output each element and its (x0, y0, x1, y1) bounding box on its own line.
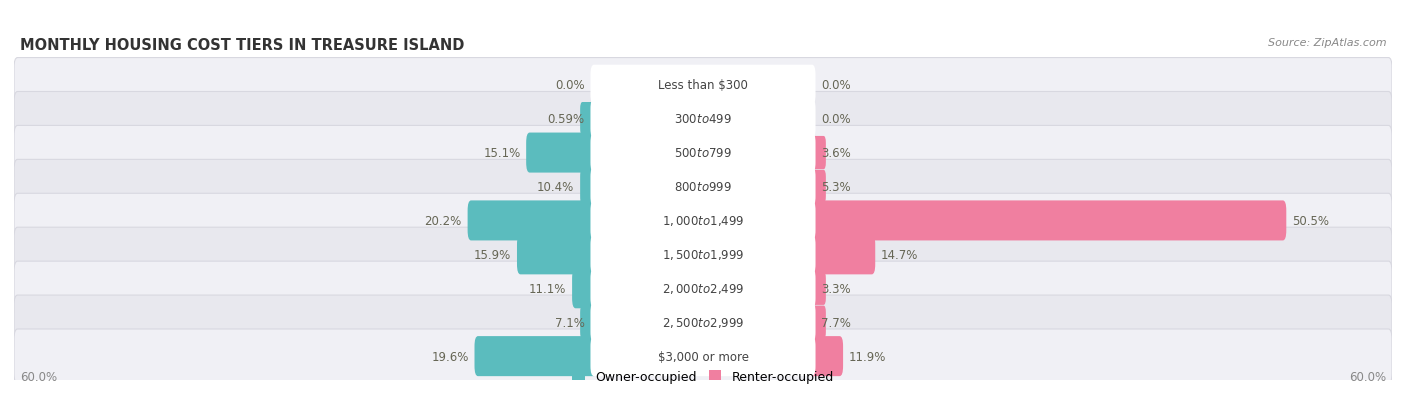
Text: $1,000 to $1,499: $1,000 to $1,499 (662, 214, 744, 228)
FancyBboxPatch shape (591, 100, 815, 139)
Text: 0.59%: 0.59% (547, 113, 585, 126)
Text: 3.3%: 3.3% (821, 282, 851, 295)
Text: 11.1%: 11.1% (529, 282, 567, 295)
FancyBboxPatch shape (810, 137, 825, 170)
Text: $500 to $799: $500 to $799 (673, 147, 733, 160)
Text: 20.2%: 20.2% (425, 214, 461, 228)
FancyBboxPatch shape (14, 329, 1392, 383)
Text: $800 to $999: $800 to $999 (673, 180, 733, 194)
FancyBboxPatch shape (581, 167, 598, 207)
Text: 15.1%: 15.1% (484, 147, 520, 160)
Text: 7.1%: 7.1% (555, 316, 585, 329)
Text: 60.0%: 60.0% (20, 370, 56, 383)
Text: $2,500 to $2,999: $2,500 to $2,999 (662, 316, 744, 330)
FancyBboxPatch shape (517, 235, 598, 275)
Text: 0.0%: 0.0% (821, 113, 851, 126)
FancyBboxPatch shape (808, 336, 844, 376)
Text: 0.0%: 0.0% (821, 79, 851, 92)
Text: 10.4%: 10.4% (537, 180, 575, 194)
FancyBboxPatch shape (572, 268, 598, 309)
FancyBboxPatch shape (591, 336, 815, 376)
FancyBboxPatch shape (14, 228, 1392, 282)
Text: $300 to $499: $300 to $499 (673, 113, 733, 126)
FancyBboxPatch shape (14, 92, 1392, 147)
FancyBboxPatch shape (810, 272, 825, 305)
FancyBboxPatch shape (14, 126, 1392, 180)
FancyBboxPatch shape (808, 201, 1286, 241)
FancyBboxPatch shape (14, 58, 1392, 113)
FancyBboxPatch shape (526, 133, 598, 173)
Text: 5.3%: 5.3% (821, 180, 851, 194)
FancyBboxPatch shape (810, 306, 825, 339)
FancyBboxPatch shape (591, 302, 815, 342)
Text: Less than $300: Less than $300 (658, 79, 748, 92)
FancyBboxPatch shape (591, 167, 815, 207)
FancyBboxPatch shape (810, 171, 825, 204)
Text: $3,000 or more: $3,000 or more (658, 350, 748, 363)
Text: 7.7%: 7.7% (821, 316, 851, 329)
Text: 50.5%: 50.5% (1292, 214, 1329, 228)
Text: 11.9%: 11.9% (849, 350, 886, 363)
FancyBboxPatch shape (14, 261, 1392, 316)
Text: Source: ZipAtlas.com: Source: ZipAtlas.com (1268, 38, 1386, 47)
FancyBboxPatch shape (591, 235, 815, 275)
FancyBboxPatch shape (474, 336, 598, 376)
Text: 15.9%: 15.9% (474, 248, 512, 261)
FancyBboxPatch shape (14, 194, 1392, 248)
Text: MONTHLY HOUSING COST TIERS IN TREASURE ISLAND: MONTHLY HOUSING COST TIERS IN TREASURE I… (20, 38, 464, 52)
FancyBboxPatch shape (14, 160, 1392, 214)
FancyBboxPatch shape (591, 268, 815, 309)
Text: 60.0%: 60.0% (1350, 370, 1386, 383)
Legend: Owner-occupied, Renter-occupied: Owner-occupied, Renter-occupied (568, 365, 838, 388)
Text: $2,000 to $2,499: $2,000 to $2,499 (662, 282, 744, 296)
Text: 19.6%: 19.6% (432, 350, 468, 363)
Text: 0.0%: 0.0% (555, 79, 585, 92)
FancyBboxPatch shape (581, 306, 596, 339)
FancyBboxPatch shape (591, 133, 815, 173)
Text: 14.7%: 14.7% (882, 248, 918, 261)
FancyBboxPatch shape (591, 201, 815, 241)
FancyBboxPatch shape (808, 235, 875, 275)
FancyBboxPatch shape (591, 66, 815, 105)
FancyBboxPatch shape (14, 295, 1392, 349)
FancyBboxPatch shape (468, 201, 598, 241)
Text: 3.6%: 3.6% (821, 147, 851, 160)
FancyBboxPatch shape (581, 103, 596, 136)
Text: $1,500 to $1,999: $1,500 to $1,999 (662, 248, 744, 262)
